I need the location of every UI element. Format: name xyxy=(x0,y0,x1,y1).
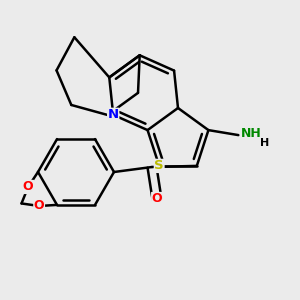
Text: O: O xyxy=(152,193,162,206)
Text: N: N xyxy=(108,108,119,121)
Text: NH: NH xyxy=(240,127,261,140)
Text: H: H xyxy=(260,138,270,148)
Text: O: O xyxy=(23,180,34,194)
Text: S: S xyxy=(154,159,164,172)
Text: O: O xyxy=(34,200,44,212)
